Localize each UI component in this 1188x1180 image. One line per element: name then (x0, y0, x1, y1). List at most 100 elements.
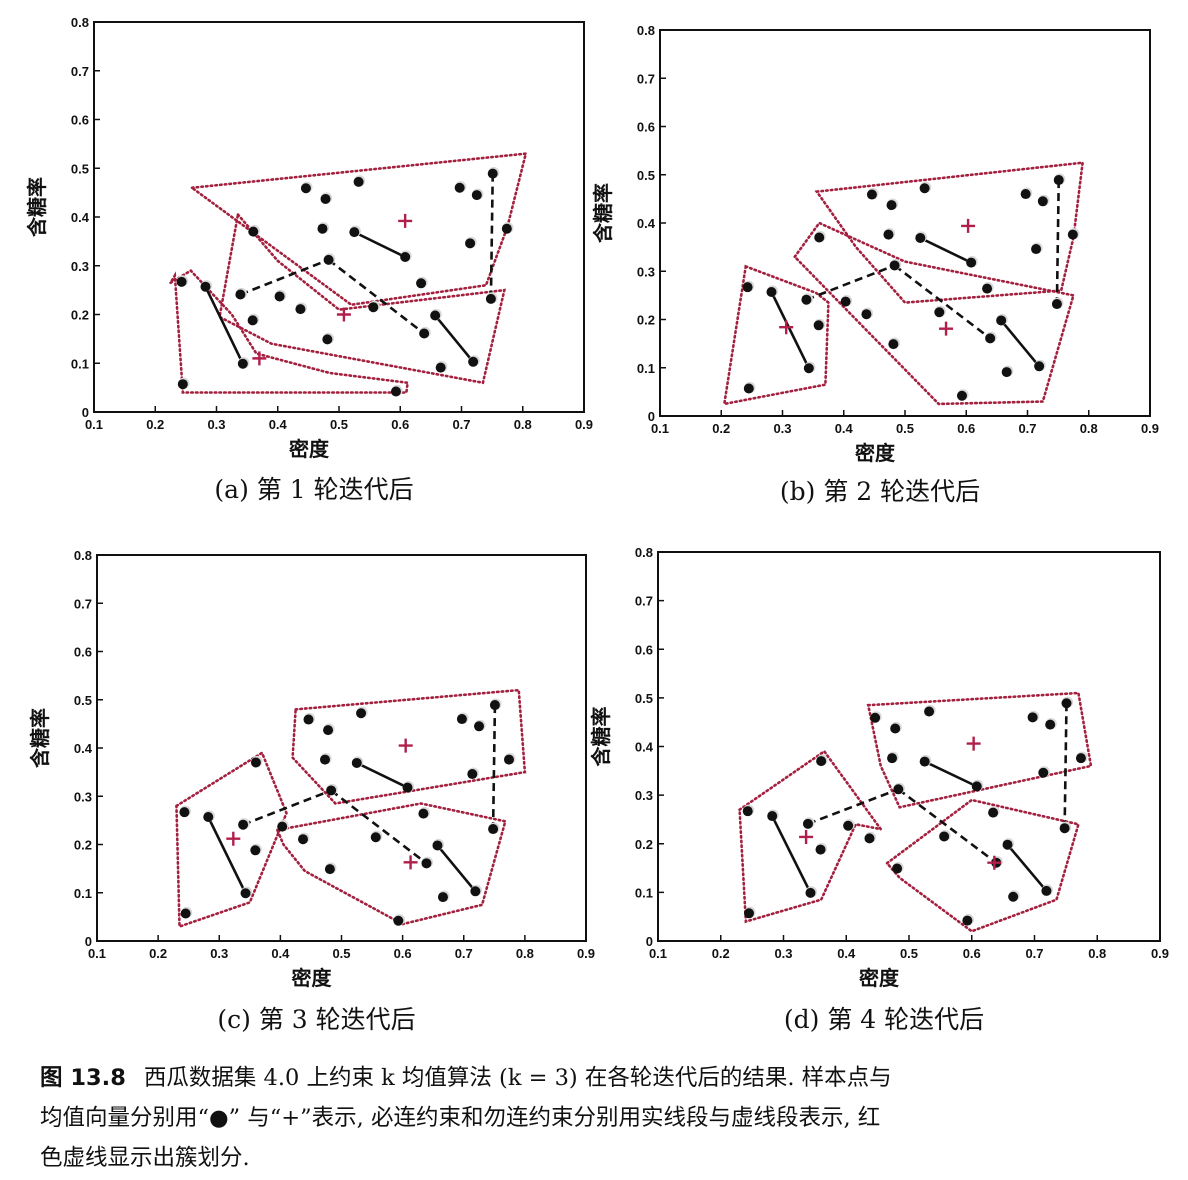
sample-point (180, 908, 191, 919)
x-tick-label: 0.7 (452, 417, 470, 432)
sample-point (861, 309, 872, 320)
x-tick-label: 0.4 (835, 421, 854, 436)
sample-point (816, 756, 827, 767)
y-tick-label: 0.2 (74, 838, 92, 853)
cannot-link-segment (897, 788, 998, 864)
sample-point (349, 227, 360, 238)
sample-point (866, 189, 877, 200)
x-axis-title: 密度 (855, 441, 896, 465)
x-tick-label: 0.8 (516, 946, 534, 961)
x-tick-label: 0.5 (332, 946, 350, 961)
sample-point (303, 714, 314, 725)
sample-point (982, 283, 993, 294)
plot-frame (93, 21, 585, 413)
y-tick-label: 0 (646, 934, 653, 949)
mean-vector-marker (961, 218, 976, 233)
sample-point (297, 834, 308, 845)
sample-point (1053, 175, 1064, 186)
sample-point (324, 864, 335, 875)
sample-point (323, 725, 334, 736)
cluster-boundary (866, 691, 1093, 809)
mean-vector-marker (939, 321, 954, 336)
y-tick-label: 0.2 (71, 308, 89, 323)
sample-point (322, 334, 333, 345)
x-tick-label: 0.6 (394, 946, 412, 961)
sample-point (864, 833, 875, 844)
cluster-boundary (218, 211, 507, 385)
must-link-segment (436, 844, 477, 893)
x-tick-label: 0.4 (271, 946, 290, 961)
x-tick-label: 0.2 (712, 946, 730, 961)
sample-point (767, 811, 778, 822)
sample-point (889, 260, 900, 271)
sample-point (915, 232, 926, 243)
sample-point (250, 845, 261, 856)
plot-frame (96, 554, 587, 942)
sample-point (416, 278, 427, 289)
cluster-boundary (738, 749, 884, 924)
sample-point (353, 176, 364, 187)
y-tick-label: 0.5 (637, 168, 655, 183)
must-link-segment (434, 314, 475, 363)
x-tick-label: 0.9 (1151, 946, 1169, 961)
x-axis-title: 密度 (859, 966, 900, 990)
plot-frame (657, 551, 1161, 942)
sample-point (887, 753, 898, 764)
sample-point (813, 320, 824, 331)
sample-point (468, 356, 479, 367)
y-tick-label: 0.8 (637, 23, 655, 38)
sample-point (474, 721, 485, 732)
mean-vector-marker (779, 320, 794, 335)
sample-point (815, 844, 826, 855)
sample-point (368, 302, 379, 313)
cannot-link-segment (807, 788, 899, 826)
x-tick-label: 0.3 (774, 946, 792, 961)
x-tick-label: 0.4 (837, 946, 856, 961)
sample-point (988, 807, 999, 818)
x-tick-label: 0.9 (577, 946, 595, 961)
y-tick-label: 0.4 (637, 216, 656, 231)
sample-point (390, 386, 401, 397)
x-tick-label: 0.7 (1025, 946, 1043, 961)
caption-line-2: 均值向量分别用“●” 与“+”表示, 必连约束和勿连约束分别用实线段与虚线段表示… (40, 1105, 881, 1131)
sample-point (237, 358, 248, 369)
sample-point (248, 226, 259, 237)
sample-point (351, 757, 362, 768)
sample-point (1038, 767, 1049, 778)
sample-point (919, 183, 930, 194)
x-tick-label: 0.9 (1141, 421, 1159, 436)
sample-point (317, 223, 328, 234)
sample-point (805, 887, 816, 898)
y-tick-label: 0.2 (637, 313, 655, 328)
must-link-segment (770, 291, 811, 369)
x-tick-label: 0.8 (514, 417, 532, 432)
sample-point (883, 229, 894, 240)
sample-point (766, 286, 777, 297)
mean-vector-marker (987, 855, 1002, 870)
sample-point (966, 257, 977, 268)
sample-point (803, 363, 814, 374)
sample-point (892, 863, 903, 874)
sample-point (400, 251, 411, 262)
figure-13-8: 0.1 0.2 0.3 0.4 0.5 0.6 0.7 0.8 0.900.10.20.30.4… (25, 15, 1169, 1034)
y-axis-title: 含糖率 (25, 177, 49, 237)
sample-point (886, 200, 897, 211)
sample-point (177, 379, 188, 390)
cannot-link-segment (805, 264, 896, 301)
y-tick-label: 0.7 (635, 594, 653, 609)
must-link-segment (207, 816, 247, 894)
y-tick-label: 0.6 (74, 645, 92, 660)
sample-point (1059, 823, 1070, 834)
sample-point (203, 811, 214, 822)
sample-point (1008, 891, 1019, 902)
sample-point (934, 307, 945, 318)
mean-vector-marker (398, 738, 413, 753)
mean-vector-marker (799, 829, 814, 844)
sample-point (919, 756, 930, 767)
sample-point (435, 362, 446, 373)
sample-point (1031, 244, 1042, 255)
sample-point (840, 296, 851, 307)
y-tick-label: 0.3 (71, 259, 89, 274)
sample-point (488, 824, 499, 835)
y-tick-label: 0.6 (71, 113, 89, 128)
